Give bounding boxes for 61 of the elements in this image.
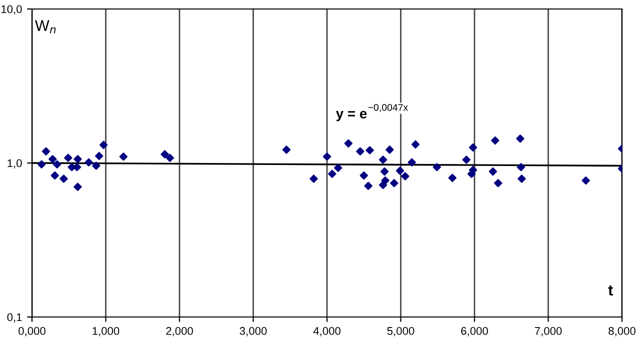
- point: [468, 143, 478, 152]
- point: [356, 147, 364, 156]
- point: [378, 156, 388, 164]
- point: [50, 171, 59, 180]
- point: [432, 163, 441, 172]
- point: [411, 140, 420, 149]
- x-tick-label: 8,000: [608, 327, 636, 336]
- point: [360, 171, 368, 180]
- point: [494, 179, 502, 188]
- point: [282, 146, 291, 154]
- point: [166, 154, 174, 162]
- x-tick-label: 4,000: [313, 327, 340, 336]
- x-tick-label: 0,000: [18, 327, 46, 336]
- point: [582, 176, 590, 185]
- point: [448, 174, 456, 182]
- point: [516, 134, 524, 143]
- point: [74, 155, 82, 164]
- point: [366, 146, 374, 154]
- annotation: y = e−0,0047x: [336, 104, 408, 122]
- y-tick-label: 10,0: [2, 5, 22, 14]
- point: [516, 163, 526, 172]
- x-tick-label: 7,000: [534, 327, 562, 336]
- point: [328, 170, 336, 178]
- point: [408, 158, 416, 166]
- point: [310, 174, 318, 183]
- x-tick-label: 1,000: [92, 327, 120, 336]
- point: [322, 152, 332, 161]
- point: [37, 160, 46, 168]
- point: [344, 139, 352, 148]
- x-tick-label: 6,000: [461, 327, 488, 336]
- point: [364, 182, 372, 190]
- y-tick-label: 1,0: [8, 159, 22, 168]
- y-tick-label: 0,1: [7, 313, 22, 322]
- point: [60, 174, 68, 183]
- point: [380, 167, 389, 176]
- point: [386, 146, 394, 154]
- point: [334, 164, 342, 172]
- x-tick-label: 2,000: [166, 327, 193, 336]
- point: [381, 176, 390, 185]
- point: [491, 136, 500, 145]
- point: [84, 158, 93, 166]
- point: [92, 162, 100, 170]
- point: [99, 140, 108, 150]
- point: [52, 160, 62, 168]
- x-axis-title: t: [608, 285, 613, 296]
- point: [462, 156, 470, 164]
- point: [74, 182, 82, 191]
- point: [160, 150, 169, 158]
- point: [401, 172, 410, 180]
- point: [95, 152, 104, 160]
- point: [48, 155, 57, 164]
- point: [396, 166, 404, 175]
- x-tick-label: 5,000: [387, 327, 414, 336]
- point: [488, 167, 498, 176]
- point: [390, 179, 398, 188]
- point: [64, 154, 72, 162]
- x-tick-label: 3,000: [240, 327, 267, 336]
- y-axis-title: W$_{n}$: [35, 20, 56, 34]
- point: [119, 152, 128, 161]
- point: [518, 174, 526, 183]
- point: [42, 147, 50, 156]
